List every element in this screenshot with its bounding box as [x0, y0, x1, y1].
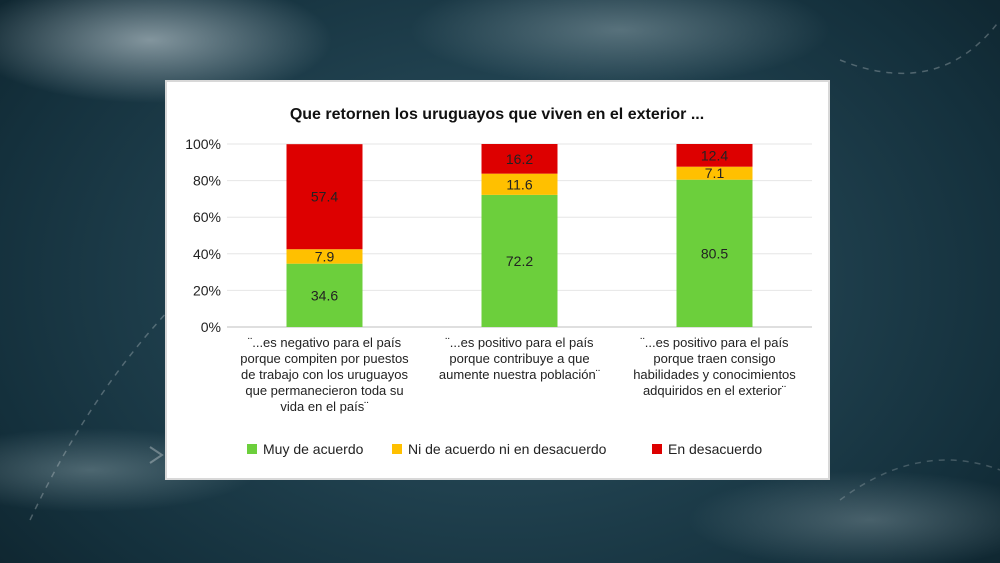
y-tick-label: 20%: [193, 282, 221, 298]
legend-label: En desacuerdo: [668, 441, 762, 457]
bar-segment-en-desacuerdo: [676, 144, 753, 167]
y-axis-ticks: 0% 20% 40% 60% 80% 100%: [185, 136, 221, 335]
stacked-bar-chart: Que retornen los uruguayos que viven en …: [185, 106, 812, 457]
bar-segment-en-desacuerdo: [481, 144, 558, 174]
data-labels: 34.6 7.9 57.4 72.2 11.6 16.2 80.5 7.1 12.4: [311, 147, 728, 303]
category-label: ¨...es positivo para el país porque contr…: [439, 335, 600, 382]
category-label: ¨...es negativo para el país porque compi…: [240, 335, 409, 414]
category-label-line: vida en el país¨: [280, 399, 368, 414]
bar-segment-ni-de-acuerdo: [481, 173, 558, 195]
category-label-line: adquiridos en el exterior¨: [643, 383, 786, 398]
data-label: 7.1: [705, 165, 725, 181]
bar-segment-muy-de-acuerdo: [286, 263, 363, 327]
category-label-line: porque contribuye a que: [449, 351, 589, 366]
data-label: 16.2: [506, 151, 533, 167]
category-label-line: que permanecieron toda su: [245, 383, 403, 398]
category-label-line: de trabajo con los uruguayos: [241, 367, 408, 382]
bar-segment-muy-de-acuerdo: [676, 179, 753, 327]
bar-segment-en-desacuerdo: [286, 144, 363, 250]
data-label: 57.4: [311, 189, 338, 205]
data-label: 80.5: [701, 245, 728, 261]
data-label: 12.4: [701, 147, 728, 163]
data-label: 34.6: [311, 287, 338, 303]
decor-dashed-arc-right: [839, 19, 1000, 75]
legend-swatch: [392, 444, 402, 454]
decor-chevron-icon: [149, 446, 164, 464]
y-tick-label: 40%: [193, 246, 221, 262]
y-tick-label: 0%: [201, 319, 221, 335]
category-label: ¨...es positivo para el país porque traen…: [633, 335, 796, 398]
data-label: 7.9: [315, 248, 335, 264]
bars: [286, 144, 753, 327]
category-label-line: ¨...es negativo para el país: [248, 335, 402, 350]
category-label-line: ¨...es positivo para el país: [445, 335, 594, 350]
category-label-line: porque compiten por puestos: [240, 351, 409, 366]
legend-label: Ni de acuerdo ni en desacuerdo: [408, 441, 607, 457]
bar-segment-muy-de-acuerdo: [481, 194, 558, 327]
data-label: 72.2: [506, 253, 533, 269]
category-label-line: porque traen consigo: [653, 351, 775, 366]
chart-title: Que retornen los uruguayos que viven en …: [290, 106, 704, 123]
legend-label: Muy de acuerdo: [263, 441, 364, 457]
chart-panel: Que retornen los uruguayos que viven en …: [165, 80, 830, 480]
data-label: 11.6: [506, 176, 532, 192]
legend: Muy de acuerdo Ni de acuerdo ni en desacu…: [247, 441, 762, 457]
y-tick-label: 60%: [193, 209, 221, 225]
legend-swatch: [652, 444, 662, 454]
decor-dashed-arc-bottom: [839, 459, 1000, 501]
category-label-line: habilidades y conocimientos: [633, 367, 796, 382]
legend-swatch: [247, 444, 257, 454]
y-tick-label: 80%: [193, 173, 221, 189]
bar-segment-ni-de-acuerdo: [676, 166, 753, 180]
category-labels: ¨...es negativo para el país porque compi…: [240, 335, 796, 414]
category-label-line: ¨...es positivo para el país: [640, 335, 789, 350]
bar-segment-ni-de-acuerdo: [286, 249, 363, 264]
category-label-line: aumente nuestra población¨: [439, 367, 600, 382]
y-tick-label: 100%: [185, 136, 221, 152]
